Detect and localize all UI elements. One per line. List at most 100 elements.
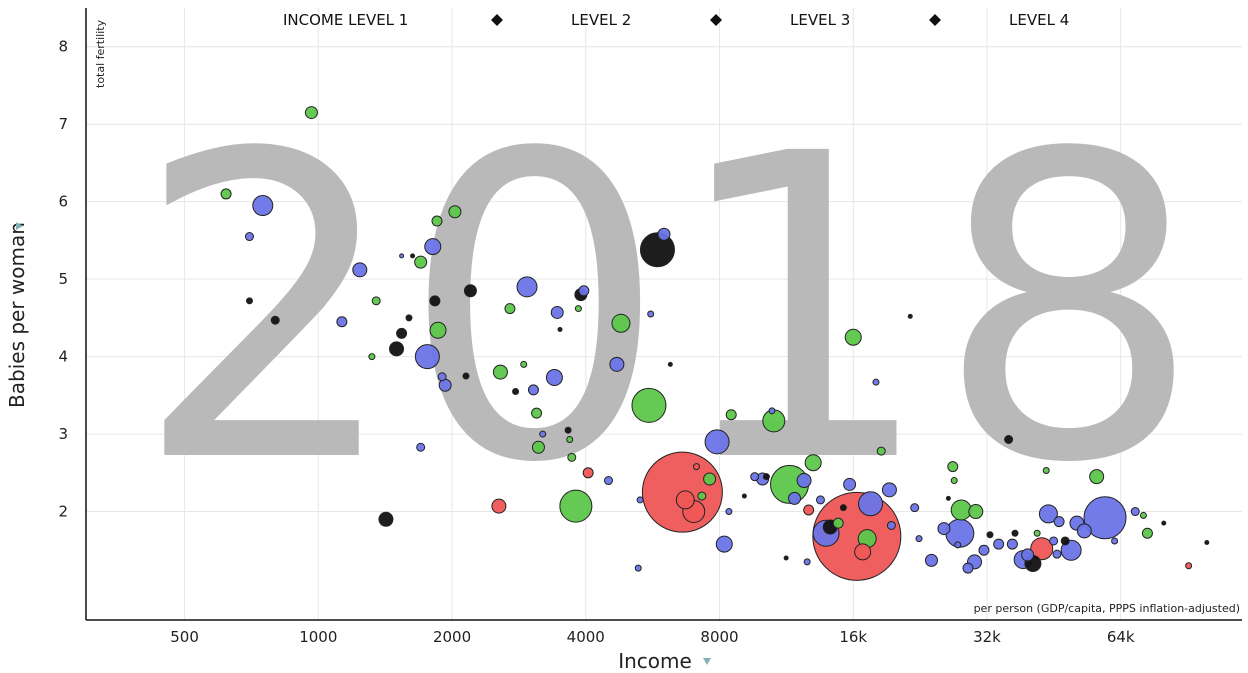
- bubble-blue[interactable]: [725, 508, 733, 516]
- bubble-green[interactable]: [531, 440, 545, 454]
- bubble-blue[interactable]: [872, 378, 880, 386]
- bubble-red[interactable]: [803, 504, 815, 516]
- bubble-black[interactable]: [564, 426, 572, 434]
- bubble-green[interactable]: [429, 321, 447, 339]
- bubble-blue[interactable]: [803, 558, 811, 566]
- y-axis-dropdown-icon[interactable]: [16, 222, 23, 230]
- bubble-blue[interactable]: [962, 562, 974, 574]
- bubble-black[interactable]: [463, 284, 477, 298]
- bubble-blue[interactable]: [603, 476, 613, 486]
- bubble-blue[interactable]: [437, 372, 447, 382]
- bubble-blue[interactable]: [843, 477, 857, 491]
- bubble-blue[interactable]: [750, 472, 760, 482]
- bubble-blue[interactable]: [545, 369, 563, 387]
- bubble-black[interactable]: [1161, 520, 1167, 526]
- bubble-blue[interactable]: [787, 491, 801, 505]
- bubble-green[interactable]: [431, 215, 443, 227]
- bubble-red[interactable]: [491, 498, 507, 514]
- bubble-blue[interactable]: [886, 520, 896, 530]
- bubble-red[interactable]: [1030, 537, 1054, 561]
- bubble-blue[interactable]: [915, 535, 923, 543]
- bubble-green[interactable]: [531, 407, 543, 419]
- bubble-black[interactable]: [783, 555, 789, 561]
- bubble-blue[interactable]: [609, 356, 625, 372]
- bubble-blue[interactable]: [1111, 537, 1119, 545]
- legend-level-2[interactable]: LEVEL 2: [571, 11, 631, 29]
- bubble-green[interactable]: [1089, 469, 1105, 485]
- bubble-green[interactable]: [1033, 529, 1041, 537]
- bubble-green[interactable]: [950, 499, 972, 521]
- bubble-black[interactable]: [839, 504, 847, 512]
- bubble-black[interactable]: [378, 511, 394, 527]
- bubble-blue[interactable]: [539, 430, 547, 438]
- bubble-green[interactable]: [947, 461, 959, 473]
- bubble-green[interactable]: [574, 305, 582, 313]
- bubble-green[interactable]: [368, 353, 376, 361]
- bubble-black[interactable]: [396, 327, 408, 339]
- bubble-blue[interactable]: [815, 495, 825, 505]
- bubble-blue[interactable]: [1052, 549, 1062, 559]
- bubble-green[interactable]: [1139, 511, 1147, 519]
- bubble-black[interactable]: [667, 361, 673, 367]
- y-axis-label[interactable]: Babies per woman: [5, 222, 29, 408]
- bubble-green[interactable]: [832, 517, 844, 529]
- bubble-green[interactable]: [504, 303, 516, 315]
- bubble-red[interactable]: [854, 543, 872, 561]
- bubble-black[interactable]: [1204, 540, 1210, 546]
- bubble-green[interactable]: [1042, 466, 1050, 474]
- bubble-black[interactable]: [1004, 434, 1014, 444]
- bubble-blue[interactable]: [424, 238, 442, 256]
- bubble-blue[interactable]: [1006, 538, 1018, 550]
- bubble-green[interactable]: [631, 387, 667, 423]
- bubble-red[interactable]: [812, 491, 902, 581]
- bubble-blue[interactable]: [796, 473, 812, 489]
- bubble-black[interactable]: [986, 531, 994, 539]
- bubble-blue[interactable]: [244, 232, 254, 242]
- bubble-black[interactable]: [270, 315, 280, 325]
- bubble-blue[interactable]: [336, 316, 348, 328]
- bubble-blue[interactable]: [399, 253, 405, 259]
- bubble-black[interactable]: [512, 387, 520, 395]
- bubble-blue[interactable]: [1053, 516, 1065, 528]
- bubble-black[interactable]: [639, 232, 675, 268]
- bubble-blue[interactable]: [516, 276, 538, 298]
- x-axis-label[interactable]: Income: [618, 649, 692, 673]
- bubble-blue[interactable]: [416, 442, 426, 452]
- legend-level-1[interactable]: INCOME LEVEL 1: [283, 11, 408, 29]
- bubble-blue[interactable]: [910, 503, 920, 513]
- bubble-black[interactable]: [405, 314, 413, 322]
- bubble-blue[interactable]: [1038, 504, 1058, 524]
- bubble-blue[interactable]: [937, 522, 951, 536]
- bubble-black[interactable]: [389, 341, 405, 357]
- bubble-green[interactable]: [611, 313, 631, 333]
- x-axis-dropdown-icon[interactable]: [703, 658, 711, 665]
- bubble-black[interactable]: [741, 493, 747, 499]
- bubble-blue[interactable]: [647, 310, 655, 318]
- bubble-black[interactable]: [557, 326, 563, 332]
- bubble-green[interactable]: [448, 205, 462, 219]
- bubble-red[interactable]: [692, 463, 700, 471]
- bubble-green[interactable]: [697, 491, 707, 501]
- bubble-red[interactable]: [675, 490, 695, 510]
- bubble-green[interactable]: [520, 360, 528, 368]
- bubble-green[interactable]: [804, 454, 822, 472]
- bubble-red[interactable]: [1185, 562, 1193, 570]
- bubble-black[interactable]: [245, 297, 253, 305]
- bubble-black[interactable]: [907, 313, 913, 319]
- bubble-blue[interactable]: [715, 535, 733, 553]
- bubble-green[interactable]: [968, 504, 984, 520]
- bubble-blue[interactable]: [550, 305, 564, 319]
- bubble-blue[interactable]: [414, 344, 440, 370]
- bubble-blue[interactable]: [1049, 536, 1059, 546]
- bubble-black[interactable]: [1060, 536, 1070, 546]
- bubble-green[interactable]: [1141, 527, 1153, 539]
- bubble-blue[interactable]: [954, 541, 962, 549]
- bubble-black[interactable]: [410, 253, 416, 259]
- bubble-blue[interactable]: [634, 564, 642, 572]
- bubble-blue[interactable]: [657, 227, 671, 241]
- bubble-black[interactable]: [462, 372, 470, 380]
- bubble-green[interactable]: [703, 472, 717, 486]
- bubble-blue[interactable]: [1021, 548, 1035, 562]
- bubble-blue[interactable]: [881, 482, 897, 498]
- bubble-blue[interactable]: [704, 429, 730, 455]
